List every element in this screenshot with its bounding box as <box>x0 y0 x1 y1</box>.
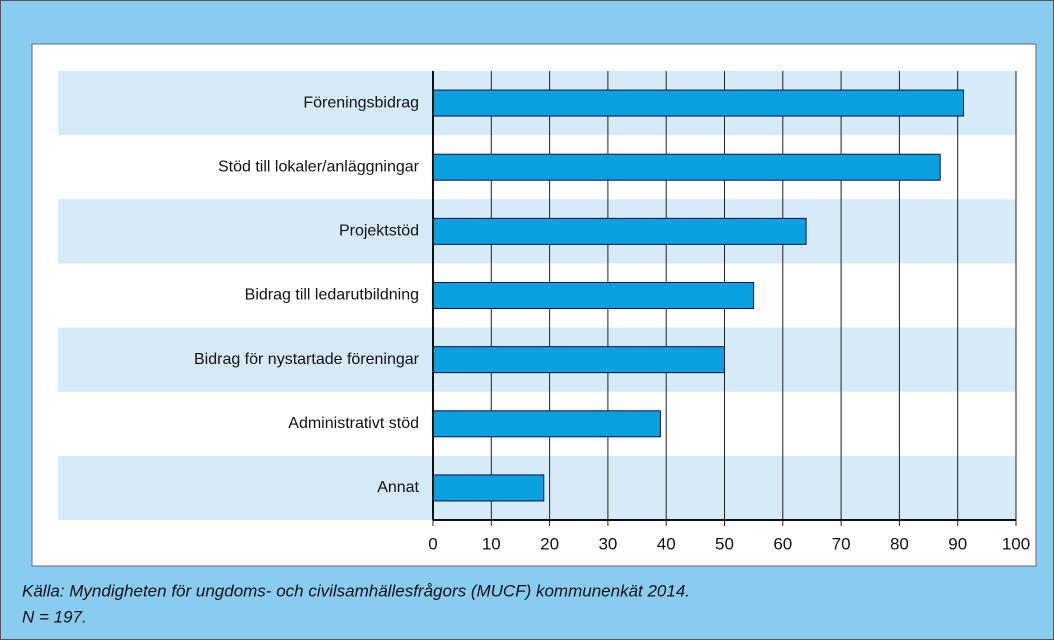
x-tick-label: 80 <box>890 534 909 553</box>
sample-note: N = 197. <box>22 607 87 626</box>
y-tick-label: Projektstöd <box>339 223 419 240</box>
bar <box>432 282 755 309</box>
y-tick-label: Administrativt stöd <box>288 415 419 432</box>
x-tick-label: 100 <box>1002 534 1030 553</box>
x-tick-label: 50 <box>715 534 734 553</box>
bar <box>432 474 545 502</box>
y-tick-label: Annat <box>377 479 419 496</box>
source-note: Källa: Myndigheten för ungdoms- och civi… <box>22 581 690 600</box>
bar <box>432 89 965 117</box>
x-tick-label: 90 <box>948 534 967 553</box>
x-tick-label: 40 <box>657 534 676 553</box>
x-tick-label: 20 <box>540 534 559 553</box>
bar <box>432 346 725 374</box>
y-tick-label: Bidrag till ledarutbildning <box>245 287 419 304</box>
y-tick-label: Bidrag för nystartade föreningar <box>194 351 420 368</box>
bar <box>432 153 941 181</box>
x-tick-label: 60 <box>773 534 792 553</box>
x-tick-label: 70 <box>832 534 851 553</box>
bar <box>432 217 807 245</box>
x-tick-label: 0 <box>428 534 437 553</box>
x-tick-label: 10 <box>482 534 501 553</box>
bar <box>432 410 661 438</box>
x-tick-label: 30 <box>598 534 617 553</box>
y-tick-label: Föreningsbidrag <box>303 94 419 111</box>
y-tick-label: Stöd till lokaler/anläggningar <box>218 158 420 175</box>
